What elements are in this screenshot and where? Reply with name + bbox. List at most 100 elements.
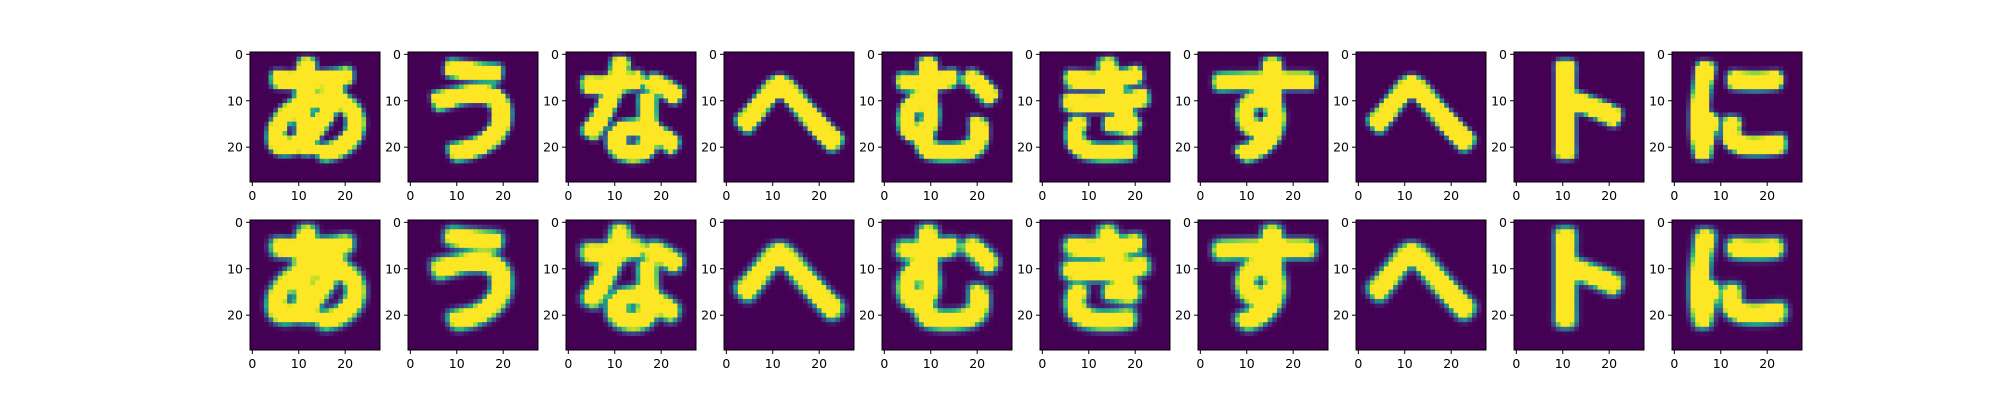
pixel-cell xyxy=(468,112,474,118)
pixel-cell xyxy=(575,79,581,85)
pixel-cell xyxy=(435,56,441,62)
pixel-cell xyxy=(282,93,288,99)
pixel-cell xyxy=(658,130,664,136)
pixel-cell xyxy=(984,130,990,136)
pixel-cell xyxy=(844,177,850,183)
pixel-cell xyxy=(496,84,502,90)
pixel-cell xyxy=(370,140,376,146)
pixel-cell xyxy=(291,149,297,155)
pixel-cell xyxy=(338,130,344,136)
pixel-cell xyxy=(1109,93,1115,99)
pixel-cell xyxy=(779,117,785,122)
pixel-cell xyxy=(909,93,915,99)
pixel-cell xyxy=(668,163,674,169)
pixel-cell xyxy=(998,135,1004,141)
pixel-cell xyxy=(473,172,478,178)
pixel-cell xyxy=(268,61,274,67)
pixel-cell xyxy=(1123,140,1129,146)
pixel-cell xyxy=(821,177,827,183)
pixel-cell xyxy=(319,75,325,81)
pixel-cell xyxy=(654,112,660,118)
pixel-cell xyxy=(259,149,265,155)
pixel-cell xyxy=(1109,70,1115,76)
pixel-cell xyxy=(282,84,288,90)
pixel-cell xyxy=(291,163,297,169)
pixel-cell xyxy=(1077,121,1083,127)
pixel-cell xyxy=(998,126,1004,132)
pixel-cell xyxy=(510,79,516,85)
pixel-cell xyxy=(1142,112,1148,118)
x-tick-label: 0 xyxy=(406,188,414,203)
pixel-cell xyxy=(942,163,948,169)
pixel-cell xyxy=(728,163,734,169)
pixel-cell xyxy=(658,158,664,164)
pixel-cell xyxy=(528,56,534,62)
pixel-cell xyxy=(835,70,841,76)
pixel-cell xyxy=(1067,168,1073,174)
pixel-cell xyxy=(933,121,939,127)
pixel-cell xyxy=(826,52,832,57)
pixel-cell xyxy=(1146,163,1152,169)
pixel-cell xyxy=(584,177,590,183)
pixel-cell xyxy=(505,56,511,62)
pixel-cell xyxy=(1091,61,1097,67)
pixel-cell xyxy=(775,61,781,67)
pixel-cell xyxy=(909,75,915,81)
pixel-cell xyxy=(830,117,836,122)
pixel-cell xyxy=(445,121,451,127)
pixel-cell xyxy=(742,130,748,136)
pixel-cell xyxy=(431,144,437,150)
pixel-cell xyxy=(524,168,530,174)
pixel-cell xyxy=(998,56,1004,62)
pixel-cell xyxy=(928,168,934,174)
pixel-cell xyxy=(1114,158,1120,164)
pixel-cell xyxy=(784,61,790,67)
pixel-cell xyxy=(282,79,288,85)
pixel-cell xyxy=(789,154,794,160)
pixel-cell xyxy=(482,84,488,90)
pixel-cell xyxy=(663,177,669,183)
pixel-cell xyxy=(603,79,609,85)
pixel-cell xyxy=(849,117,855,122)
pixel-cell xyxy=(1142,121,1148,127)
pixel-cell xyxy=(328,158,334,164)
pixel-cell xyxy=(1067,158,1073,164)
pixel-cell xyxy=(310,79,316,85)
pixel-cell xyxy=(347,149,353,155)
pixel-cell xyxy=(1146,103,1152,109)
pixel-cell xyxy=(593,70,599,76)
pixel-cell xyxy=(993,144,999,150)
pixel-cell xyxy=(798,177,804,183)
pixel-cell xyxy=(672,158,678,164)
pixel-cell xyxy=(784,163,790,169)
pixel-cell xyxy=(974,65,980,71)
pixel-cell xyxy=(324,149,330,155)
pixel-cell xyxy=(654,56,660,62)
pixel-cell xyxy=(1146,177,1152,183)
pixel-cell xyxy=(1086,117,1092,122)
pixel-cell xyxy=(1095,140,1101,146)
pixel-cell xyxy=(742,61,748,67)
pixel-cell xyxy=(807,163,813,169)
pixel-cell xyxy=(1165,144,1171,150)
pixel-cell xyxy=(686,89,692,95)
pixel-cell xyxy=(570,65,576,71)
pixel-cell xyxy=(816,163,822,169)
pixel-cell xyxy=(1081,121,1087,127)
pixel-cell xyxy=(328,56,334,62)
pixel-cell xyxy=(765,149,771,155)
pixel-cell xyxy=(672,89,678,95)
pixel-cell xyxy=(431,177,437,183)
pixel-cell xyxy=(1123,107,1129,113)
pixel-cell xyxy=(254,61,260,67)
pixel-cell xyxy=(756,52,762,57)
pixel-cell xyxy=(784,168,790,174)
pixel-cell xyxy=(1132,98,1138,104)
pixel-cell xyxy=(328,98,334,104)
pixel-cell xyxy=(933,117,939,122)
pixel-cell xyxy=(644,70,650,76)
pixel-cell xyxy=(607,98,613,104)
pixel-cell xyxy=(993,79,999,85)
pixel-cell xyxy=(315,177,320,183)
pixel-cell xyxy=(301,121,307,127)
